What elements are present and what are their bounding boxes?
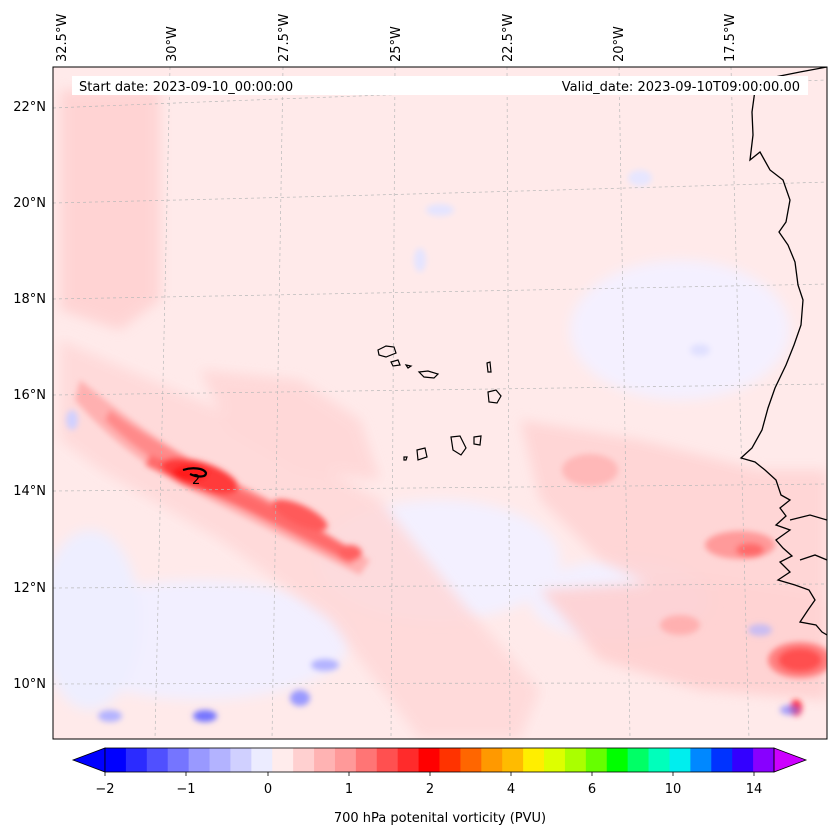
lon-label: 22.5°W xyxy=(501,14,516,62)
date-banner xyxy=(72,76,808,95)
colorbar-segment xyxy=(627,748,650,772)
lat-label: 20°N xyxy=(13,196,46,211)
colorbar-segment xyxy=(564,748,587,772)
colorbar-segment xyxy=(293,748,315,772)
colorbar-segment xyxy=(502,748,524,772)
colorbar-segment xyxy=(376,748,399,772)
colorbar-tick: 2 xyxy=(426,782,434,797)
map-frame xyxy=(52,66,828,740)
lon-label: 32.5°W xyxy=(55,14,70,62)
colorbar-segment xyxy=(251,748,273,772)
colorbar-segment xyxy=(669,748,691,772)
colorbar-segment xyxy=(418,748,440,772)
negative-pv-blobs xyxy=(66,170,710,722)
lat-label: 18°N xyxy=(13,292,46,307)
colorbar-segment xyxy=(648,748,670,772)
colorbar-under-arrow xyxy=(71,747,106,773)
colorbar-segment xyxy=(439,748,461,772)
colorbar-segment xyxy=(230,748,252,772)
colorbar-segment xyxy=(125,748,148,772)
colorbar-tick: 1 xyxy=(345,782,353,797)
colorbar-segment xyxy=(732,748,754,772)
colorbar: −2 −1 0 1 2 4 6 10 14 700 hPa potenital … xyxy=(71,747,808,826)
pv-2-contour xyxy=(182,467,208,478)
start-date-label: Start date: 2023-09-10_00:00:00 xyxy=(79,80,293,95)
colorbar-segment xyxy=(606,748,629,772)
colorbar-tick: 14 xyxy=(746,782,763,797)
map-panel: 2 Start date: 2023-09-10_00:00:00 Valid_… xyxy=(53,67,827,739)
lon-label: 30°W xyxy=(165,26,180,62)
colorbar-segment xyxy=(334,748,357,772)
colorbar-segment xyxy=(753,748,775,772)
colorbar-segment xyxy=(544,748,566,772)
colorbar-segment xyxy=(188,748,211,772)
colorbar-segment xyxy=(397,748,420,772)
colorbar-segment xyxy=(209,748,231,772)
colorbar-tick: 4 xyxy=(507,782,515,797)
colorbar-tick: −1 xyxy=(176,782,195,797)
colorbar-segment xyxy=(460,748,482,772)
colorbar-segment xyxy=(272,748,294,772)
colorbar-tick: 10 xyxy=(665,782,682,797)
colorbar-ticks: −2 −1 0 1 2 4 6 10 14 xyxy=(95,772,762,797)
colorbar-title: 700 hPa potenital vorticity (PVU) xyxy=(334,811,546,826)
lat-label: 16°N xyxy=(13,388,46,403)
valid-date-label: Valid_date: 2023-09-10T09:00:00.00 xyxy=(562,80,800,95)
lon-label: 25°W xyxy=(389,26,404,62)
lon-label: 27.5°W xyxy=(277,14,292,62)
longitude-labels: 32.5°W 30°W 27.5°W 25°W 22.5°W 20°W 17.5… xyxy=(55,14,738,62)
colorbar-tick: −2 xyxy=(95,782,114,797)
coastal-pv-features xyxy=(562,454,827,716)
colorbar-tick: 0 xyxy=(264,782,272,797)
lat-label: 22°N xyxy=(13,100,46,115)
colorbar-tick: 6 xyxy=(588,782,596,797)
colorbar-segment xyxy=(355,748,378,772)
lat-label: 14°N xyxy=(13,484,46,499)
colorbar-segment xyxy=(481,748,503,772)
colorbar-segment xyxy=(167,748,190,772)
colorbar-segment xyxy=(711,748,733,772)
gridlines xyxy=(53,67,827,739)
lat-label: 10°N xyxy=(13,677,46,692)
colorbar-segment xyxy=(146,748,169,772)
colorbar-over-arrow xyxy=(773,747,808,773)
colorbar-frame xyxy=(104,747,775,773)
latitude-labels: 22°N 20°N 18°N 16°N 14°N 12°N 10°N xyxy=(13,100,46,692)
colorbar-segment xyxy=(585,748,608,772)
coastline xyxy=(739,67,827,636)
contour-label: 2 xyxy=(192,473,200,488)
cape-verde-islands xyxy=(377,345,502,461)
colorbar-segment xyxy=(690,748,712,772)
lon-label: 17.5°W xyxy=(723,14,738,62)
colorbar-segment xyxy=(105,748,127,772)
lon-label: 20°W xyxy=(612,26,627,62)
lat-label: 12°N xyxy=(13,581,46,596)
colorbar-segments xyxy=(105,748,775,772)
colorbar-segment xyxy=(314,748,336,772)
colorbar-segment xyxy=(523,748,545,772)
